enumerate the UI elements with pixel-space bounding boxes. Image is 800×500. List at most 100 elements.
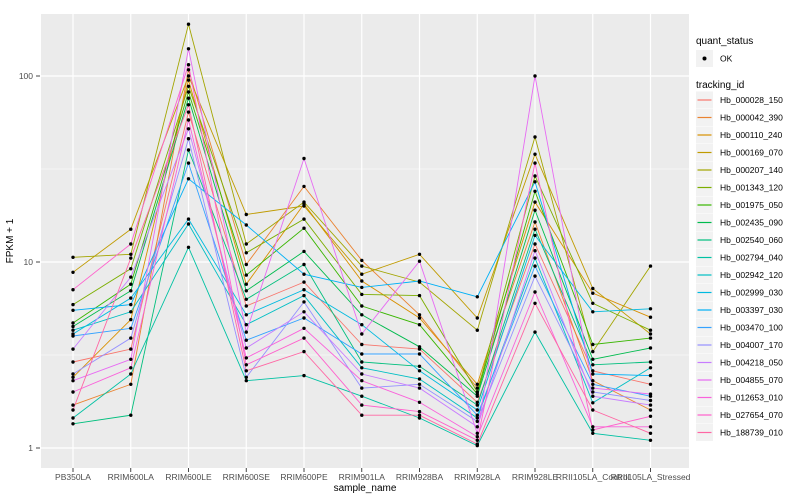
data-point [71, 375, 75, 379]
legend-item-label: Hb_001343_120 [720, 183, 783, 193]
grid-layer [41, 14, 689, 468]
data-point [417, 316, 422, 320]
data-point [244, 323, 248, 327]
data-point [417, 400, 422, 404]
legend-item-label: Hb_000028_150 [720, 95, 783, 105]
data-point [71, 379, 75, 383]
legend-tracking-id-title: tracking_id [696, 80, 744, 91]
data-point [475, 419, 479, 424]
data-point [475, 442, 479, 446]
data-point [244, 223, 248, 227]
legend-item-label: Hb_002435_090 [720, 218, 783, 228]
legend-item-label: Hb_002540_060 [720, 235, 783, 245]
data-point [591, 382, 595, 386]
y-tick-label: 1 [28, 443, 33, 453]
legend-item: Hb_000207_140 [696, 161, 783, 179]
legend-item-label: Hb_012653_010 [720, 393, 783, 403]
x-tick-label: RRIM600LA [108, 472, 155, 482]
data-point [360, 285, 364, 290]
data-point [244, 330, 248, 334]
data-point [533, 233, 537, 238]
legend-item: Hb_002999_030 [696, 284, 783, 301]
x-tick-label: RRIM901LA [339, 472, 386, 482]
data-point [186, 118, 191, 122]
data-point [533, 135, 537, 139]
data-point [648, 392, 653, 396]
legend-item-label: Hb_004007_170 [720, 340, 783, 350]
axis-tick-layer: 1 10 100 PB350LA RRIM600LA RRIM600LE RRIM600SE… [19, 71, 691, 482]
data-point [648, 315, 653, 319]
data-point [591, 408, 595, 412]
legend-item-label: Hb_003470_100 [720, 323, 783, 333]
data-point [475, 435, 479, 439]
data-point [475, 386, 479, 390]
data-point [591, 425, 595, 429]
data-point [302, 184, 306, 189]
data-point [186, 217, 191, 221]
data-point [244, 369, 248, 373]
data-point [591, 349, 595, 354]
data-point [186, 245, 191, 249]
data-point [186, 68, 191, 72]
data-point [533, 189, 537, 193]
legend-tracking-id-items: Hb_000028_150 Hb_000042_390 Hb_000110_240 H… [696, 91, 783, 441]
data-point [360, 352, 364, 356]
x-tick-label: RRIM600SE [223, 472, 271, 482]
data-point [71, 302, 75, 307]
legend-item: Hb_002540_060 [696, 231, 783, 249]
data-point [302, 226, 306, 230]
data-point [417, 279, 422, 283]
data-point [129, 242, 133, 246]
data-point [71, 255, 75, 259]
data-point [417, 323, 422, 327]
data-point [186, 22, 191, 26]
data-point [475, 416, 479, 420]
point-layer [71, 22, 653, 448]
data-point [244, 379, 248, 383]
data-point [360, 360, 364, 364]
data-point [244, 282, 248, 286]
legend-item-label: Hb_000169_070 [720, 148, 783, 158]
data-point [71, 416, 75, 420]
data-point [648, 332, 653, 336]
data-point [186, 78, 191, 82]
legend-item-label: Hb_002942_120 [720, 270, 783, 280]
data-point [475, 295, 479, 299]
data-point [71, 308, 75, 312]
data-point [475, 394, 479, 398]
legend-item: Hb_004007_170 [696, 336, 783, 354]
data-point [648, 414, 653, 418]
data-point [71, 422, 75, 426]
data-point [71, 403, 75, 407]
data-point [533, 180, 537, 184]
data-point [302, 200, 306, 204]
data-point [533, 264, 537, 268]
data-point [71, 324, 75, 329]
legend-item: Hb_001343_120 [696, 179, 783, 196]
legend-item: Hb_000028_150 [696, 91, 783, 109]
data-point [417, 386, 422, 390]
data-point [475, 408, 479, 412]
data-point [360, 304, 364, 308]
legend-point-icon [702, 56, 707, 61]
data-point [186, 84, 191, 89]
legend-item-label: Hb_002794_040 [720, 253, 783, 263]
data-point [71, 347, 75, 351]
data-point [475, 403, 479, 407]
data-point [244, 356, 248, 360]
data-point [475, 328, 479, 332]
data-point [129, 336, 133, 340]
legend-item: Hb_188739_010 [696, 424, 783, 441]
data-point [648, 336, 653, 340]
plot-panel [41, 14, 689, 468]
data-point [533, 274, 537, 278]
data-point [129, 413, 133, 417]
data-point [244, 313, 248, 317]
data-point [129, 267, 133, 271]
legend-quant-status-label: OK [720, 54, 733, 64]
data-point [244, 212, 248, 217]
x-tick-label: RRIM600LE [165, 472, 212, 482]
data-point [71, 321, 75, 325]
